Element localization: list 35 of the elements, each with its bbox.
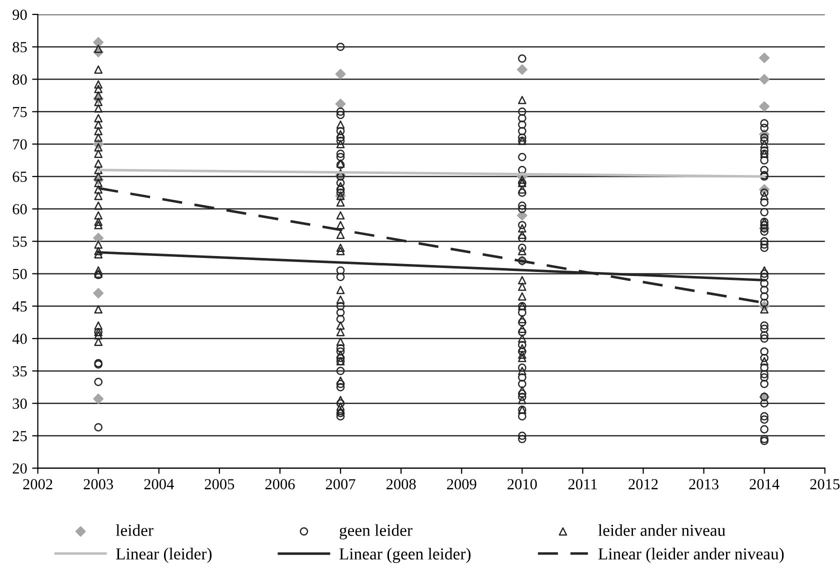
y-tick-label: 35 bbox=[12, 366, 27, 376]
y-tick-label: 85 bbox=[12, 42, 27, 52]
x-tick-label: 2009 bbox=[447, 479, 476, 490]
y-tick-label: 45 bbox=[12, 301, 27, 312]
y-tick-label: 40 bbox=[12, 334, 27, 344]
x-tick-label: 2011 bbox=[568, 479, 597, 490]
y-tick-label: 30 bbox=[12, 398, 27, 409]
x-tick-label: 2014 bbox=[750, 479, 780, 490]
x-tick-label: 2010 bbox=[508, 479, 537, 490]
y-tick-label: 20 bbox=[12, 463, 27, 474]
x-tick-label: 2008 bbox=[386, 479, 416, 490]
x-tick-label: 2003 bbox=[84, 479, 114, 490]
legend-label: leider ander niveau bbox=[598, 524, 726, 536]
y-tick-label: 50 bbox=[12, 268, 27, 280]
legend-label: Linear (leider) bbox=[116, 548, 212, 563]
x-tick-label: 2015 bbox=[810, 479, 840, 490]
x-tick-label: 2005 bbox=[204, 479, 234, 490]
legend-label: leider bbox=[116, 524, 154, 536]
y-tick-label: 25 bbox=[12, 430, 27, 442]
y-tick-label: 55 bbox=[12, 236, 27, 247]
legend-label: Linear (geen leider) bbox=[339, 548, 471, 563]
y-tick-label: 75 bbox=[13, 106, 27, 118]
x-tick-label: 2004 bbox=[144, 479, 174, 490]
x-tick-label: 2006 bbox=[265, 479, 295, 490]
x-tick-label: 2013 bbox=[689, 479, 718, 490]
x-tick-label: 2002 bbox=[23, 479, 52, 490]
x-tick-label: 2012 bbox=[628, 479, 658, 490]
y-tick-label: 65 bbox=[12, 172, 27, 182]
y-tick-label: 80 bbox=[12, 74, 27, 85]
y-tick-label: 70 bbox=[13, 139, 27, 150]
legend-label: geen leider bbox=[340, 524, 412, 540]
legend-label: Linear (leider ander niveau) bbox=[598, 548, 784, 563]
x-tick-label: 2007 bbox=[326, 479, 356, 490]
y-tick-label: 90 bbox=[12, 10, 27, 20]
y-tick-label: 60 bbox=[12, 204, 27, 214]
